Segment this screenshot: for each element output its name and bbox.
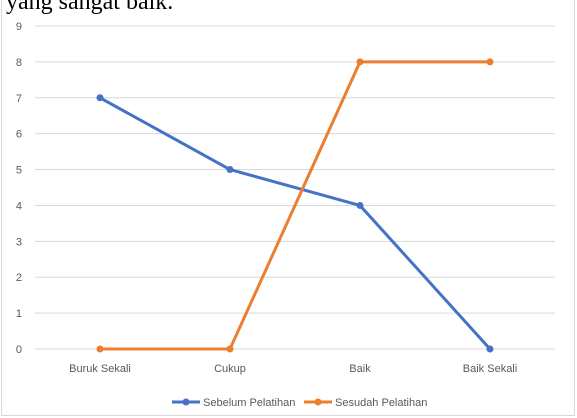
x-tick-label-3: Baik Sekali — [463, 363, 517, 375]
data-point-1-2 — [356, 58, 364, 66]
data-point-1-1 — [226, 345, 234, 353]
data-point-0-3 — [486, 345, 494, 353]
y-tick-label-0: 0 — [16, 344, 22, 356]
series-lines — [96, 58, 494, 353]
y-tick-label-4: 4 — [16, 200, 22, 212]
data-point-1-0 — [96, 345, 104, 353]
y-axis-tick-labels: 0 1 2 3 4 5 6 7 8 9 — [16, 21, 22, 356]
legend-item-1[interactable]: Sesudah Pelatihan — [304, 397, 427, 409]
y-tick-label-9: 9 — [16, 21, 22, 33]
data-point-1-3 — [486, 58, 494, 66]
series-0 — [96, 94, 494, 353]
series-line-0 — [98, 96, 492, 351]
x-tick-label-1: Cukup — [214, 363, 246, 375]
y-tick-label-1: 1 — [16, 308, 22, 320]
caption-fragment: yang sangat baik. — [6, 0, 174, 15]
y-tick-label-7: 7 — [16, 93, 22, 105]
data-point-0-1 — [226, 166, 234, 174]
y-tick-label-5: 5 — [16, 165, 22, 177]
legend-marker-1 — [314, 398, 322, 406]
y-tick-label-2: 2 — [16, 272, 22, 284]
legend-marker-0 — [182, 398, 190, 406]
x-tick-label-2: Baik — [349, 363, 371, 375]
x-axis-tick-labels: Buruk Sekali Cukup Baik Baik Sekali — [69, 363, 517, 375]
y-tick-label-3: 3 — [16, 236, 22, 248]
legend-label-0: Sebelum Pelatihan — [203, 397, 295, 409]
y-tick-label-6: 6 — [16, 129, 22, 141]
data-point-0-0 — [96, 94, 104, 102]
legend-label-1: Sesudah Pelatihan — [335, 397, 427, 409]
y-tick-label-8: 8 — [16, 57, 22, 69]
legend-item-0[interactable]: Sebelum Pelatihan — [172, 397, 295, 409]
x-tick-label-0: Buruk Sekali — [69, 363, 131, 375]
data-point-0-2 — [356, 201, 364, 209]
series-1 — [96, 58, 494, 353]
legend[interactable]: Sebelum Pelatihan Sesudah Pelatihan — [172, 397, 427, 409]
series-line-1 — [98, 60, 492, 351]
gridlines — [35, 25, 555, 350]
